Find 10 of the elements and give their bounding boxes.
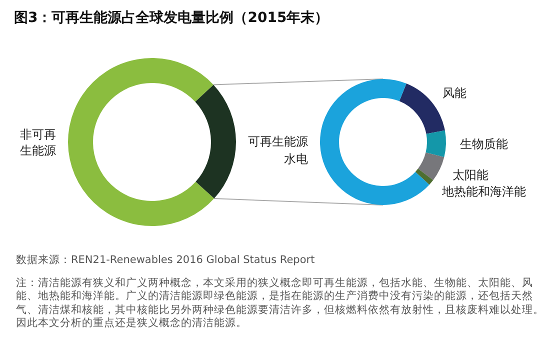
- slice-label: 地热能和海洋能: [441, 184, 526, 198]
- slice-label: 非可再生能源: [20, 128, 56, 158]
- text: 注：清洁能源有狭义和广义两种概念，本文采用的狭义概念即可再生能源，包括水能、生物能、太阳能、风能、地热能和海洋能。广义的清洁能源即绿色能源，是指在能源的生产消费中没有污染的能源，还包括天然气、清洁煤和核能，其中核能比另外两种绿色能源要清洁许多，但核燃料依然有放射性，且核废料难以处理。因此本文分析的重点还是狭义概念的清洁能源。: [16, 276, 544, 330]
- slice-label: 太阳能: [452, 168, 488, 182]
- slice-label: 可再生能源: [248, 134, 308, 148]
- slice-label: 水电: [284, 152, 308, 166]
- slice-label: 风能: [442, 86, 466, 100]
- chart-title: 图3：可再生能源占全球发电量比例（2015年末）: [14, 9, 329, 27]
- source-note: 数据来源：REN21-Renewables 2016 Global Status Report: [16, 254, 316, 268]
- slice-label: 生物质能: [460, 137, 508, 152]
